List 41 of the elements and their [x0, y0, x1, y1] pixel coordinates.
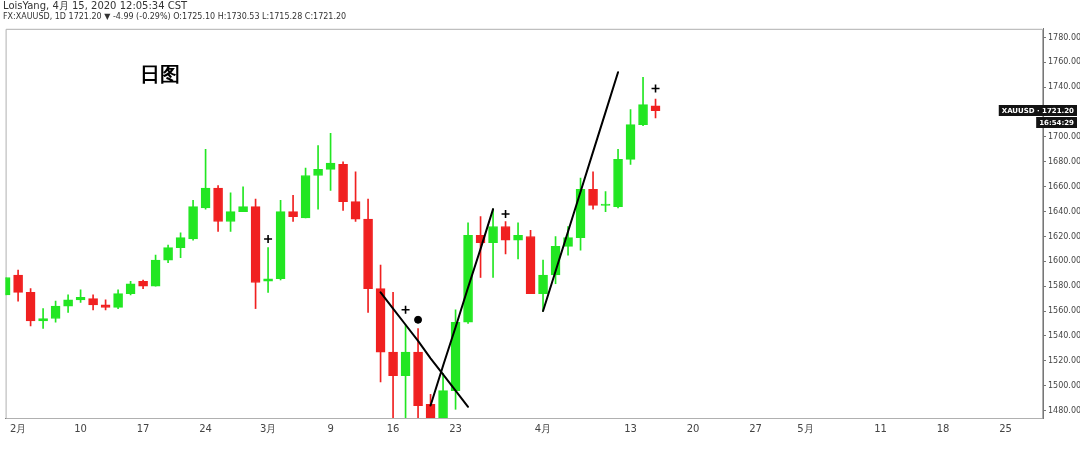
x-tick-label: 24	[199, 422, 212, 434]
y-tick-label: 1480.00	[1048, 405, 1080, 415]
x-tick-label: 2月	[9, 422, 27, 434]
y-tick-label: 1660.00	[1048, 181, 1080, 191]
y-tick-label: 1520.00	[1048, 355, 1080, 365]
x-tick-label: 9	[327, 422, 334, 434]
y-tick-label: 1540.00	[1048, 331, 1080, 341]
x-tick-label: 23	[449, 422, 462, 434]
text: LoisYang, 4月 15, 2020 12:05:34 CST	[3, 0, 188, 12]
x-tick-label: 18	[936, 422, 950, 434]
y-tick-label: 1780.00	[1048, 32, 1080, 42]
y-tick-label: 1600.00	[1048, 256, 1080, 266]
x-tick-label: 25	[999, 422, 1012, 434]
candlestick	[388, 292, 398, 418]
text: 日图	[140, 62, 180, 86]
x-tick-label: 3月	[259, 422, 277, 434]
x-tick-label: 27	[749, 422, 762, 434]
y-tick-label: 1700.00	[1048, 132, 1080, 142]
x-tick-label: 17	[136, 422, 150, 434]
x-tick-label: 20	[686, 422, 700, 434]
y-tick-label: 1620.00	[1048, 231, 1080, 241]
y-tick-label: 1640.00	[1048, 206, 1080, 216]
x-tick-label: 11	[874, 422, 887, 434]
x-tick-label: 10	[74, 422, 87, 434]
candlestick	[513, 222, 523, 260]
y-tick-label: 1740.00	[1048, 82, 1080, 92]
y-tick-label: 1560.00	[1048, 306, 1080, 316]
point	[263, 234, 273, 244]
x-tick-label: 4月	[534, 422, 552, 434]
y-tick-label: 1680.00	[1048, 156, 1080, 166]
y-tick-label: 1500.00	[1048, 380, 1080, 390]
x-tick-label: 16	[386, 422, 400, 434]
candlestick	[238, 186, 248, 212]
x-tick-label: 5月	[797, 422, 814, 434]
y-tick-label: 1760.00	[1048, 57, 1080, 67]
candlestick	[288, 195, 298, 222]
point	[414, 315, 423, 324]
x-tick-label: 13	[624, 422, 637, 434]
chart-subtitle: FX:XAUUSD, 1D 1721.20 ▼ -4.99 (-0.29%) O:1725.10 H:1730.53 L:1715.28 C:1721.20	[3, 12, 347, 22]
y-tick-label: 1580.00	[1048, 281, 1080, 291]
candlestick	[313, 145, 323, 210]
